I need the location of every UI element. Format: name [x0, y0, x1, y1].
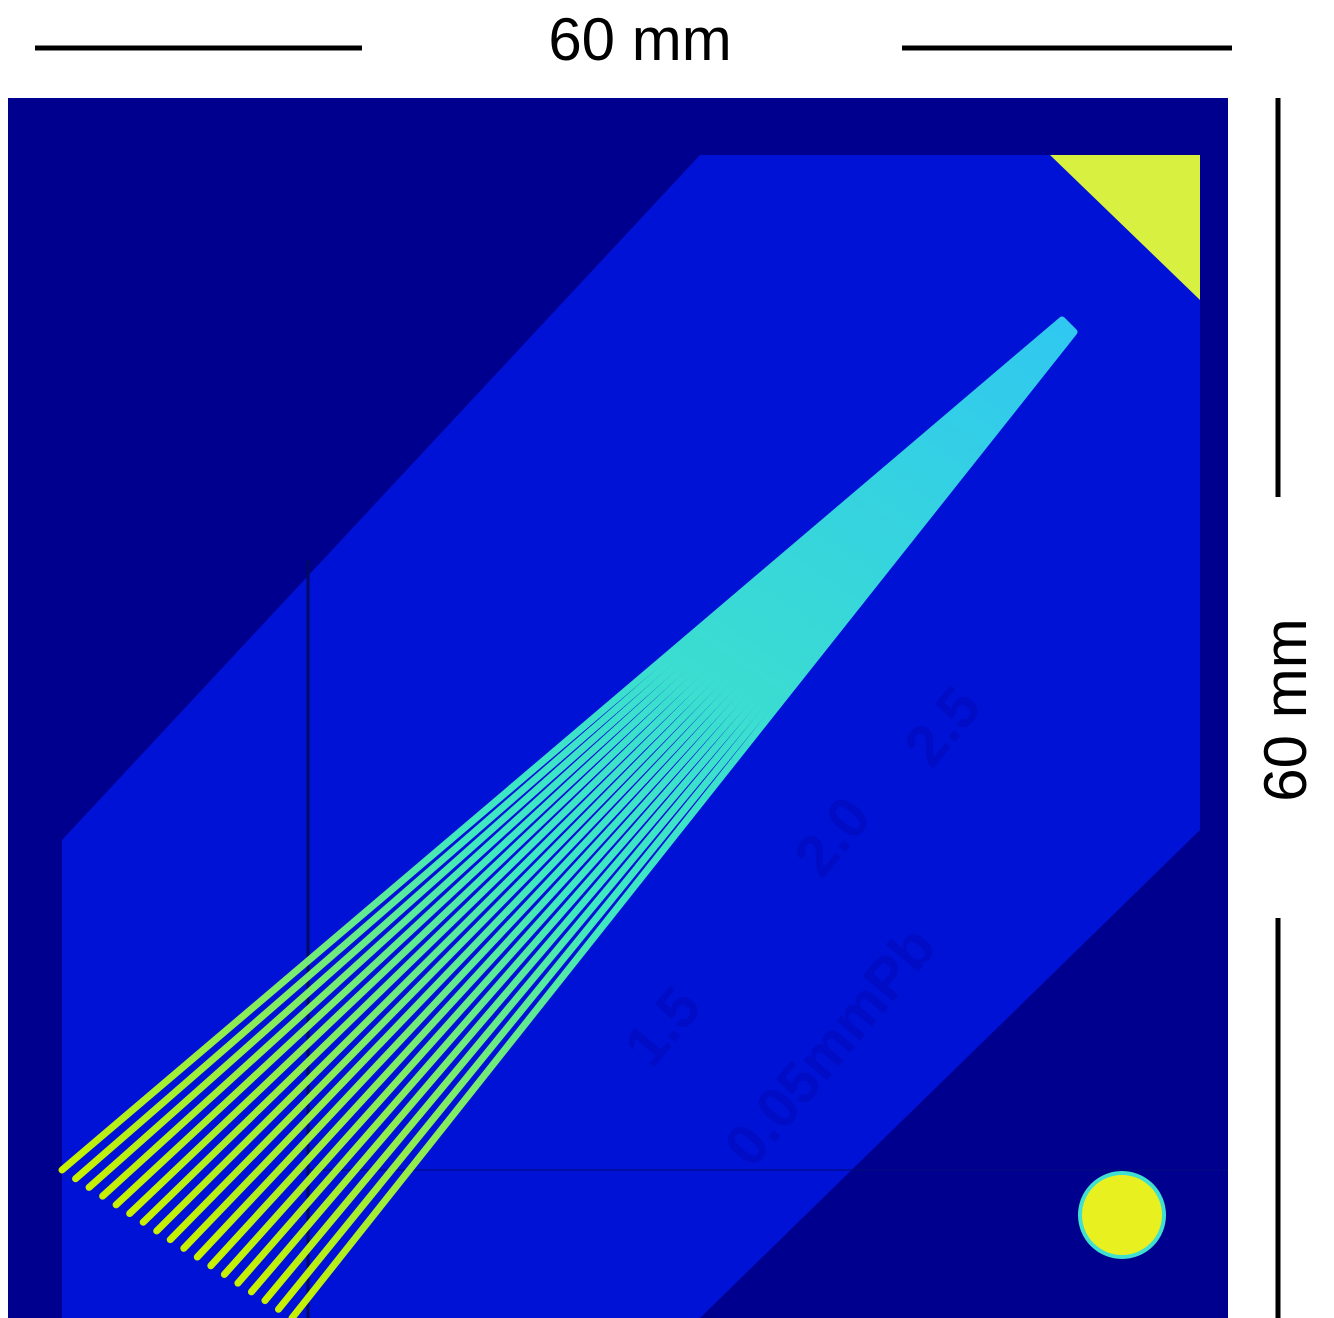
figure: 60 mm 60 mm 1.5 2.0 2.5 0.05mmPb [0, 0, 1334, 1318]
page: 60 mm 60 mm 1.5 2.0 2.5 0.05mmPb (() => … [0, 0, 1334, 1318]
marker-dot [1080, 1173, 1164, 1257]
scale-label: 60 mm [1252, 618, 1319, 801]
scale-label: 60 mm [548, 6, 731, 73]
